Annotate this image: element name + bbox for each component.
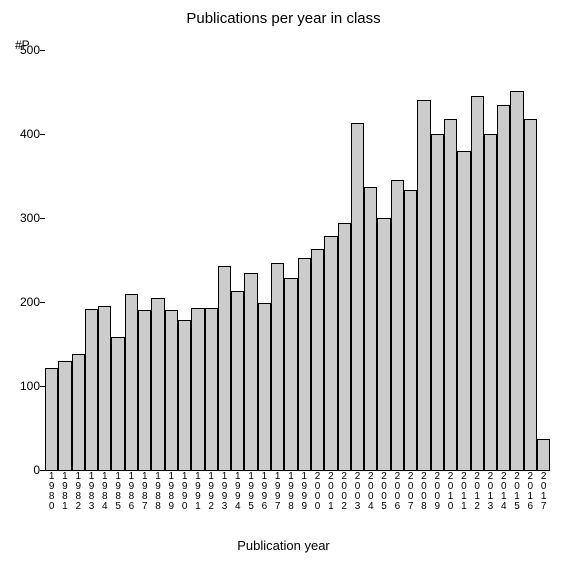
x-tick-label: 1988 <box>151 472 164 512</box>
x-tick-label: 1984 <box>98 472 111 512</box>
bar <box>58 361 71 470</box>
bar <box>537 439 550 470</box>
bar <box>311 249 324 470</box>
bar <box>72 354 85 470</box>
x-tick-label: 1986 <box>125 472 138 512</box>
bar <box>431 134 444 470</box>
bar <box>218 266 231 470</box>
bar <box>364 187 377 470</box>
x-tick-label: 2008 <box>417 472 430 512</box>
bar <box>45 368 58 470</box>
x-tick-label: 1991 <box>191 472 204 512</box>
y-tick-label: 400 <box>20 127 40 141</box>
x-tick-label: 2006 <box>391 472 404 512</box>
x-tick-label: 2004 <box>364 472 377 512</box>
x-tick-label: 1982 <box>72 472 85 512</box>
y-tick-label: 300 <box>20 211 40 225</box>
x-tick-label: 2005 <box>377 472 390 512</box>
bar <box>444 119 457 470</box>
bar <box>125 294 138 470</box>
x-tick-label: 1985 <box>111 472 124 512</box>
bar <box>165 310 178 470</box>
x-tick-label: 2009 <box>431 472 444 512</box>
x-tick-label: 1999 <box>298 472 311 512</box>
bar <box>284 278 297 470</box>
y-tick-label: 0 <box>33 463 40 477</box>
x-tick-label: 1998 <box>284 472 297 512</box>
chart-title: Publications per year in class <box>0 10 567 27</box>
bar <box>231 291 244 470</box>
bar <box>85 309 98 470</box>
x-tick-label: 2001 <box>324 472 337 512</box>
bar <box>497 105 510 470</box>
chart-container: Publications per year in class #P 010020… <box>0 0 567 567</box>
bar <box>404 190 417 470</box>
bar <box>417 100 430 470</box>
bar <box>205 308 218 470</box>
plot-area <box>45 50 550 471</box>
x-tick-label: 2007 <box>404 472 417 512</box>
y-tick-label: 500 <box>20 43 40 57</box>
bar <box>471 96 484 470</box>
bar <box>178 320 191 470</box>
x-tick-label: 2000 <box>311 472 324 512</box>
bar <box>258 303 271 470</box>
x-tick-label: 1987 <box>138 472 151 512</box>
bar <box>271 263 284 470</box>
x-tick-label: 2003 <box>351 472 364 512</box>
x-tick-label: 1992 <box>205 472 218 512</box>
bar <box>244 273 257 470</box>
x-tick-label: 1996 <box>258 472 271 512</box>
x-tick-label: 2010 <box>444 472 457 512</box>
x-tick-label: 1993 <box>218 472 231 512</box>
x-tick-label: 1989 <box>165 472 178 512</box>
x-tick-label: 1994 <box>231 472 244 512</box>
x-tick-label: 2011 <box>457 472 470 512</box>
x-tick-label: 1995 <box>244 472 257 512</box>
bar <box>457 151 470 470</box>
x-tick-label: 2013 <box>484 472 497 512</box>
bar <box>191 308 204 470</box>
bar <box>524 119 537 470</box>
x-tick-label: 1997 <box>271 472 284 512</box>
bar <box>98 306 111 470</box>
bar <box>338 223 351 470</box>
bar <box>151 298 164 470</box>
bar <box>138 310 151 470</box>
x-tick-label: 2012 <box>471 472 484 512</box>
bars-group <box>45 50 550 470</box>
x-tick-label: 2016 <box>524 472 537 512</box>
bar <box>111 337 124 470</box>
bar <box>510 91 523 470</box>
x-axis-label: Publication year <box>0 538 567 553</box>
y-tick-label: 100 <box>20 379 40 393</box>
bar <box>391 180 404 470</box>
x-tick-label: 2014 <box>497 472 510 512</box>
bar <box>298 258 311 470</box>
x-tick-label: 1983 <box>85 472 98 512</box>
bar <box>377 218 390 470</box>
x-tick-label: 1990 <box>178 472 191 512</box>
x-tick-label: 2017 <box>537 472 550 512</box>
bar <box>324 236 337 470</box>
bar <box>351 123 364 470</box>
y-tick-label: 200 <box>20 295 40 309</box>
x-tick-label: 1980 <box>45 472 58 512</box>
x-tick-label: 2015 <box>510 472 523 512</box>
x-tick-label: 2002 <box>338 472 351 512</box>
x-tick-label: 1981 <box>58 472 71 512</box>
bar <box>484 134 497 470</box>
x-tick-labels: 1980198119821983198419851986198719881989… <box>45 472 550 512</box>
